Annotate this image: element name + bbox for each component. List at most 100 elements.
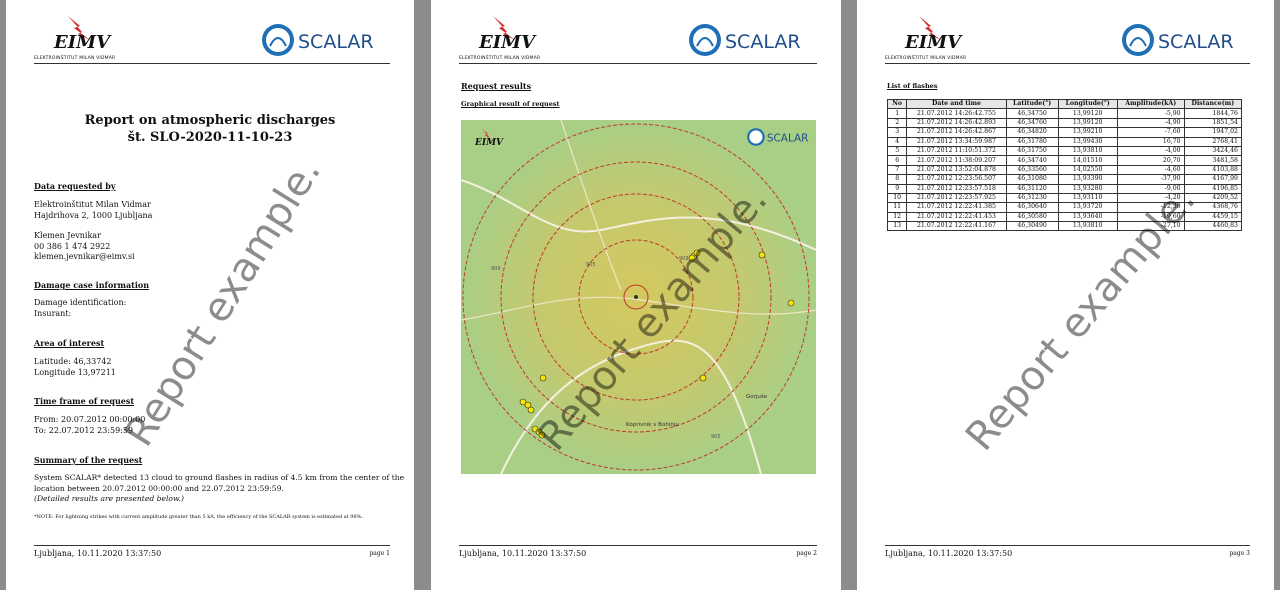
table-cell: -4,90 bbox=[1116, 117, 1185, 129]
table-cell: 6 bbox=[886, 155, 908, 166]
table-cell: 4167,99 bbox=[1183, 174, 1243, 185]
svg-text:SCALAR: SCALAR bbox=[767, 132, 809, 144]
table-cell: -37,90 bbox=[1116, 174, 1185, 185]
page-footer: Ljubljana, 10.11.2020 13:37:50 page 3 bbox=[885, 545, 1250, 560]
table-row: 6 21.07.2012 11:38:09.207 46,34740 14,01510… bbox=[886, 155, 1243, 166]
table-cell: -12,30 bbox=[1116, 202, 1185, 213]
flash-marker bbox=[539, 374, 547, 382]
eimv-logo: EIMV bbox=[53, 16, 112, 53]
table-cell: 21.07.2012 12:23:56.507 bbox=[906, 174, 1007, 185]
timeframe-block: From: 20.07.2012 00:00:00 To: 22.07.2012… bbox=[34, 415, 146, 435]
svg-text:909: 909 bbox=[679, 256, 689, 262]
svg-text:EIMV: EIMV bbox=[478, 32, 537, 53]
table-cell: 21.07.2012 12:23:57.518 bbox=[906, 183, 1007, 194]
table-cell: 21.07.2012 11:38:09.207 bbox=[906, 155, 1007, 166]
table-cell: -9,00 bbox=[1116, 183, 1185, 194]
results-heading: Request results bbox=[461, 81, 532, 91]
flash-markers bbox=[519, 249, 795, 439]
table-cell: 13,99120 bbox=[1057, 117, 1118, 129]
col-latitude: Latitude(°) bbox=[1005, 98, 1059, 110]
table-cell: -19,60 bbox=[1116, 211, 1185, 223]
svg-text:EIMV: EIMV bbox=[904, 32, 963, 53]
table-cell: 46,33560 bbox=[1005, 164, 1059, 176]
table-cell: -4,00 bbox=[1116, 145, 1185, 157]
col-distance: Distance(m) bbox=[1183, 98, 1243, 110]
flash-marker bbox=[787, 299, 795, 307]
table-cell: 13,99210 bbox=[1057, 127, 1118, 138]
area-heading: Area of interest bbox=[34, 338, 105, 348]
map-road bbox=[461, 179, 816, 251]
range-ring-outer bbox=[462, 123, 810, 471]
eimv-subtitle: ELEKTROINŠTITUT MILAN VIDMAR bbox=[34, 56, 116, 61]
scalar-logo: SCALAR bbox=[262, 24, 374, 56]
svg-text:SCALAR: SCALAR bbox=[1158, 31, 1234, 53]
flash-marker bbox=[693, 249, 701, 257]
map-road bbox=[560, 120, 622, 291]
table-cell: 13,93720 bbox=[1057, 202, 1118, 213]
table-cell: 21.07.2012 12:22:41.167 bbox=[906, 221, 1007, 232]
table-cell: 46,34820 bbox=[1005, 127, 1059, 138]
damage-block: Damage identification: Insurant: bbox=[34, 298, 127, 318]
table-cell: 10 bbox=[886, 192, 908, 204]
footer-date: Ljubljana, 10.11.2020 13:37:50 bbox=[885, 549, 1013, 558]
table-cell: 21.07.2012 11:10:51.372 bbox=[906, 145, 1007, 157]
table-cell: 46,30640 bbox=[1005, 202, 1059, 213]
table-cell: 12 bbox=[886, 211, 908, 223]
col-datetime: Date and time bbox=[906, 98, 1007, 110]
svg-text:SCALAR: SCALAR bbox=[298, 31, 374, 53]
table-cell: 14,01510 bbox=[1057, 155, 1118, 166]
col-longitude: Longitude(°) bbox=[1057, 98, 1118, 110]
center-ring bbox=[623, 284, 649, 310]
table-cell: 4368,76 bbox=[1183, 202, 1243, 213]
report-page-1: EIMV ELEKTROINŠTITUT MILAN VIDMAR SCALAR… bbox=[6, 0, 414, 590]
flash-marker bbox=[527, 406, 535, 414]
eimv-subtitle: ELEKTROINŠTITUT MILAN VIDMAR bbox=[885, 56, 967, 61]
table-cell: 21.07.2012 12:22:41.453 bbox=[906, 211, 1007, 223]
flashes-table-body: 1 21.07.2012 14:26:42.755 46,34750 13,99120… bbox=[886, 108, 1243, 232]
range-ring bbox=[532, 193, 740, 401]
center-point bbox=[634, 295, 638, 299]
table-cell: 13,99430 bbox=[1057, 136, 1118, 147]
range-ring bbox=[578, 239, 694, 355]
scalar-logo: SCALAR bbox=[689, 24, 801, 56]
table-cell: 11 bbox=[886, 202, 908, 213]
col-no: No bbox=[886, 98, 908, 110]
table-cell: 4 bbox=[886, 136, 908, 147]
svg-text:EIMV: EIMV bbox=[474, 138, 504, 148]
table-cell: 13,93390 bbox=[1057, 174, 1118, 185]
map-scalar-logo: SCALAR bbox=[747, 128, 808, 146]
page-header: EIMV ELEKTROINŠTITUT MILAN VIDMAR SCALAR bbox=[431, 0, 841, 66]
table-row: 13 21.07.2012 12:22:41.167 46,30490 13,9381… bbox=[886, 221, 1243, 232]
table-cell: 21.07.2012 13:34:59.987 bbox=[906, 136, 1007, 147]
flash-marker bbox=[524, 401, 532, 409]
table-row: 12 21.07.2012 12:22:41.453 46,30580 13,9364… bbox=[886, 211, 1243, 223]
table-cell: 46,31080 bbox=[1005, 174, 1059, 185]
flash-marker bbox=[688, 254, 696, 262]
table-cell: 46,30580 bbox=[1005, 211, 1059, 223]
map-road bbox=[461, 296, 816, 321]
table-header-row: No Date and time Latitude(°) Longitude(°… bbox=[886, 98, 1243, 110]
table-cell: 13 bbox=[886, 221, 908, 232]
scalar-logo: SCALAR bbox=[1122, 24, 1234, 56]
svg-text:909: 909 bbox=[491, 266, 501, 272]
graphical-subheading: Graphical result of request bbox=[461, 100, 560, 108]
efficiency-note: *NOTE: For lightning strikes with curren… bbox=[34, 514, 364, 520]
table-cell: 13,93110 bbox=[1057, 192, 1118, 204]
range-ring bbox=[500, 161, 772, 433]
damage-heading: Damage case information bbox=[34, 280, 150, 290]
table-cell: 46,30490 bbox=[1005, 221, 1059, 232]
table-row: 10 21.07.2012 12:23:57.925 46,31230 13,9311… bbox=[886, 192, 1243, 204]
table-cell: -4,60 bbox=[1116, 164, 1185, 176]
table-cell: 46,34740 bbox=[1005, 155, 1059, 166]
table-row: 8 21.07.2012 12:23:56.507 46,31080 13,93390… bbox=[886, 174, 1243, 185]
table-cell: 13,99120 bbox=[1057, 108, 1118, 119]
svg-text:Gorjuše: Gorjuše bbox=[746, 393, 768, 400]
flash-marker bbox=[758, 251, 766, 259]
table-cell: 3481,58 bbox=[1183, 155, 1243, 166]
table-cell: -7,60 bbox=[1116, 127, 1185, 138]
table-cell: 21.07.2012 14:26:42.893 bbox=[906, 117, 1007, 129]
page-number: page 1 bbox=[369, 550, 390, 557]
eimv-subtitle: ELEKTROINŠTITUT MILAN VIDMAR bbox=[459, 56, 541, 61]
table-cell: 7 bbox=[886, 164, 908, 176]
table-cell: 4196,85 bbox=[1183, 183, 1243, 194]
